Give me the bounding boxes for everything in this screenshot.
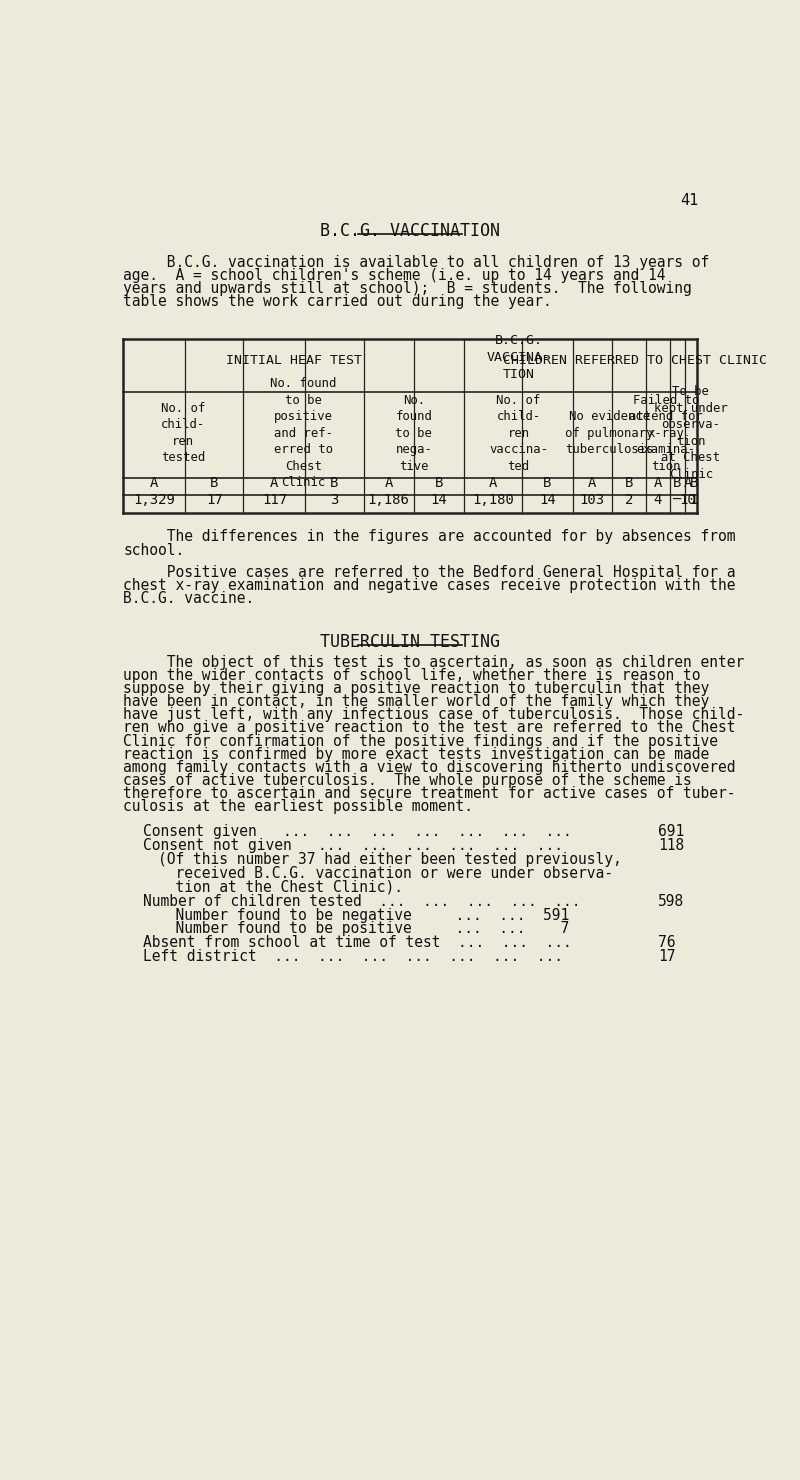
Text: B.C.G. vaccine.: B.C.G. vaccine. [123, 591, 254, 607]
Text: No. found
to be
positive
and ref-
erred to
Chest
Clinic: No. found to be positive and ref- erred … [270, 377, 337, 490]
Text: 76: 76 [658, 935, 675, 950]
Text: Consent not given   ...  ...  ...  ...  ...  ...: Consent not given ... ... ... ... ... ..… [142, 838, 562, 854]
Text: suppose by their giving a positive reaction to tuberculin that they: suppose by their giving a positive react… [123, 681, 710, 696]
Text: To be
kept under
observa-
tion
at Chest
Clinic: To be kept under observa- tion at Chest … [654, 385, 728, 481]
Text: Number found to be positive     ...  ...    7: Number found to be positive ... ... 7 [158, 922, 570, 937]
Text: 1,186: 1,186 [368, 493, 410, 506]
Text: 41: 41 [680, 192, 698, 209]
Text: 1,180: 1,180 [472, 493, 514, 506]
Text: The object of this test is to ascertain, as soon as children enter: The object of this test is to ascertain,… [123, 656, 745, 670]
Text: A: A [150, 475, 158, 490]
Text: 4: 4 [654, 493, 662, 506]
Text: B: B [330, 475, 338, 490]
Text: No. of
child-
ren
tested: No. of child- ren tested [161, 403, 206, 465]
Text: Left district  ...  ...  ...  ...  ...  ...  ...: Left district ... ... ... ... ... ... ..… [142, 949, 562, 963]
Text: therefore to ascertain and secure treatment for active cases of tuber-: therefore to ascertain and secure treatm… [123, 786, 736, 801]
Text: TUBERCULIN TESTING: TUBERCULIN TESTING [320, 633, 500, 651]
Text: The differences in the figures are accounted for by absences from: The differences in the figures are accou… [123, 530, 736, 545]
Text: cases of active tuberculosis.  The whole purpose of the scheme is: cases of active tuberculosis. The whole … [123, 773, 692, 787]
Text: 117: 117 [262, 493, 287, 506]
Text: chest x-ray examination and negative cases receive protection with the: chest x-ray examination and negative cas… [123, 579, 736, 593]
Text: 17: 17 [206, 493, 222, 506]
Text: B: B [435, 475, 443, 490]
Text: 1: 1 [690, 493, 698, 506]
Text: B.C.G. vaccination is available to all children of 13 years of: B.C.G. vaccination is available to all c… [123, 255, 710, 269]
Text: CHILDREN REFERRED TO CHEST CLINIC: CHILDREN REFERRED TO CHEST CLINIC [502, 354, 766, 367]
Text: (Of this number 37 had either been tested previously,: (Of this number 37 had either been teste… [158, 852, 622, 867]
Text: B: B [210, 475, 218, 490]
Text: B: B [543, 475, 552, 490]
Text: Clinic for confirmation of the positive findings and if the positive: Clinic for confirmation of the positive … [123, 734, 718, 749]
Text: among family contacts with a view to discovering hitherto undiscovered: among family contacts with a view to dis… [123, 759, 736, 774]
Text: B: B [625, 475, 633, 490]
Text: —: — [673, 493, 682, 506]
Text: table shows the work carried out during the year.: table shows the work carried out during … [123, 295, 552, 309]
Text: upon the wider contacts of school life, whether there is reason to: upon the wider contacts of school life, … [123, 667, 701, 684]
Text: Absent from school at time of test  ...  ...  ...: Absent from school at time of test ... .… [142, 935, 571, 950]
Text: 10: 10 [679, 493, 696, 506]
Text: No. of
child-
ren
vaccina-
ted: No. of child- ren vaccina- ted [489, 394, 548, 472]
Text: 598: 598 [658, 894, 684, 909]
Text: A: A [385, 475, 393, 490]
Text: 691: 691 [658, 824, 684, 839]
Text: A: A [270, 475, 278, 490]
Text: received B.C.G. vaccination or were under observa-: received B.C.G. vaccination or were unde… [158, 866, 613, 881]
Text: culosis at the earliest possible moment.: culosis at the earliest possible moment. [123, 799, 474, 814]
Text: No.
found
to be
nega-
tive: No. found to be nega- tive [395, 394, 432, 472]
Text: 103: 103 [579, 493, 605, 506]
Text: years and upwards still at school);  B = students.  The following: years and upwards still at school); B = … [123, 281, 692, 296]
Text: 2: 2 [625, 493, 633, 506]
Text: 1,329: 1,329 [134, 493, 175, 506]
Text: Consent given   ...  ...  ...  ...  ...  ...  ...: Consent given ... ... ... ... ... ... ..… [142, 824, 571, 839]
Text: B: B [673, 475, 682, 490]
Text: have been in contact, in the smaller world of the family which they: have been in contact, in the smaller wor… [123, 694, 710, 709]
Text: reaction is confirmed by more exact tests investigation can be made: reaction is confirmed by more exact test… [123, 746, 710, 762]
Text: 17: 17 [658, 949, 675, 963]
Text: 14: 14 [430, 493, 447, 506]
Text: B.C.G. VACCINATION: B.C.G. VACCINATION [320, 222, 500, 240]
Text: Failed to
attend for
x-ray
examina-
tion: Failed to attend for x-ray examina- tion [629, 394, 702, 472]
Text: school.: school. [123, 543, 185, 558]
Text: 3: 3 [330, 493, 338, 506]
Text: have just left, with any infectious case of tuberculosis.  Those child-: have just left, with any infectious case… [123, 707, 745, 722]
Text: 118: 118 [658, 838, 684, 854]
Text: A: A [588, 475, 596, 490]
Text: age.  A = school children's scheme (i.e. up to 14 years and 14: age. A = school children's scheme (i.e. … [123, 268, 666, 283]
Text: 14: 14 [539, 493, 556, 506]
Text: B: B [690, 475, 698, 490]
Text: A: A [684, 475, 692, 490]
Text: A: A [654, 475, 662, 490]
Text: No evidence
of pulmonary
tuberculosis: No evidence of pulmonary tuberculosis [566, 410, 654, 456]
Text: Number found to be negative     ...  ...  591: Number found to be negative ... ... 591 [158, 907, 570, 922]
Text: tion at the Chest Clinic).: tion at the Chest Clinic). [158, 879, 403, 895]
Text: INITIAL HEAF TEST: INITIAL HEAF TEST [226, 354, 362, 367]
Text: Number of children tested  ...  ...  ...  ...  ...: Number of children tested ... ... ... ..… [142, 894, 580, 909]
Text: B.C.G.
VACCINA-
TION: B.C.G. VACCINA- TION [486, 334, 550, 382]
Text: Positive cases are referred to the Bedford General Hospital for a: Positive cases are referred to the Bedfo… [123, 565, 736, 580]
Text: ren who give a positive reaction to the test are referred to the Chest: ren who give a positive reaction to the … [123, 721, 736, 736]
Text: A: A [489, 475, 498, 490]
